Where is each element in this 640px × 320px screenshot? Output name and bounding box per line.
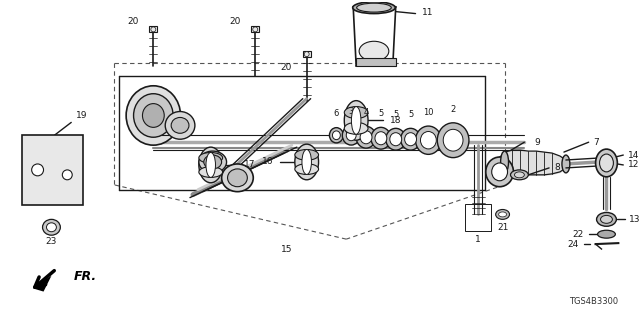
Text: 19: 19 [76,111,88,120]
Ellipse shape [515,172,524,178]
Ellipse shape [511,170,528,180]
Ellipse shape [206,153,216,177]
Ellipse shape [356,126,376,148]
Ellipse shape [42,220,60,235]
Text: FR.: FR. [74,270,97,283]
Ellipse shape [371,127,391,149]
Ellipse shape [344,107,368,118]
Text: 22: 22 [572,230,584,239]
Text: 15: 15 [281,244,292,253]
Text: 1: 1 [475,235,481,244]
Text: 10: 10 [423,108,434,117]
Text: 7: 7 [594,138,599,147]
Bar [356,58,396,66]
Ellipse shape [126,86,180,145]
Text: 13: 13 [629,215,640,224]
Ellipse shape [437,123,469,158]
Ellipse shape [342,125,360,145]
Ellipse shape [228,169,247,187]
Bar [303,51,310,57]
Text: 5: 5 [393,110,398,119]
Ellipse shape [598,230,616,238]
Ellipse shape [47,223,56,232]
Text: 14: 14 [628,150,639,160]
Text: 18: 18 [390,116,401,125]
Bar [149,27,157,32]
Ellipse shape [353,2,396,13]
Ellipse shape [344,123,368,134]
Text: 5: 5 [408,110,413,119]
Text: 20: 20 [229,17,241,26]
Text: TGS4B3300: TGS4B3300 [569,297,618,307]
Ellipse shape [344,100,368,140]
Ellipse shape [375,132,387,145]
Ellipse shape [492,163,508,181]
Ellipse shape [165,112,195,139]
Bar [465,204,491,231]
Ellipse shape [199,167,223,177]
Ellipse shape [346,130,356,141]
Ellipse shape [562,155,570,173]
Ellipse shape [360,131,372,144]
Text: 20: 20 [280,63,292,73]
Text: 4: 4 [364,108,369,117]
Text: 11: 11 [422,8,434,17]
Text: 2: 2 [451,106,456,115]
Text: 8: 8 [554,164,560,172]
Text: 3: 3 [349,108,354,116]
Text: 16: 16 [262,157,273,166]
Circle shape [31,164,44,176]
Ellipse shape [204,155,221,169]
Circle shape [151,27,156,32]
Ellipse shape [332,131,340,140]
Text: 9: 9 [534,138,540,147]
Ellipse shape [199,153,223,163]
Ellipse shape [143,104,164,127]
Ellipse shape [500,151,509,173]
Ellipse shape [134,94,173,137]
Ellipse shape [386,128,406,150]
Ellipse shape [295,144,319,180]
Ellipse shape [221,164,253,192]
Polygon shape [34,276,51,292]
Ellipse shape [295,149,319,160]
Ellipse shape [415,126,441,154]
Ellipse shape [295,164,319,174]
Ellipse shape [356,3,391,12]
Circle shape [253,27,258,32]
Ellipse shape [600,215,612,223]
Ellipse shape [495,210,509,220]
Ellipse shape [444,129,463,151]
Text: 20: 20 [127,17,138,26]
Text: 23: 23 [45,236,57,246]
Ellipse shape [390,133,402,146]
Bar [22,135,83,204]
Circle shape [304,52,309,57]
Text: 6: 6 [333,109,339,118]
Text: 17: 17 [244,160,256,170]
Ellipse shape [596,212,616,226]
Ellipse shape [401,128,420,150]
Bar [252,27,259,32]
Ellipse shape [600,154,613,172]
Text: 24: 24 [568,240,579,249]
Circle shape [62,170,72,180]
Ellipse shape [359,41,389,61]
Text: 12: 12 [628,160,639,170]
Ellipse shape [199,147,223,183]
Ellipse shape [302,149,312,174]
Text: 5: 5 [378,109,383,118]
Ellipse shape [420,132,436,149]
Ellipse shape [171,117,189,133]
Ellipse shape [199,151,227,173]
Text: 21: 21 [497,223,508,232]
Ellipse shape [499,212,506,217]
Ellipse shape [351,107,361,134]
Ellipse shape [404,133,417,146]
Ellipse shape [330,128,343,143]
Ellipse shape [596,149,618,177]
Ellipse shape [486,157,513,187]
